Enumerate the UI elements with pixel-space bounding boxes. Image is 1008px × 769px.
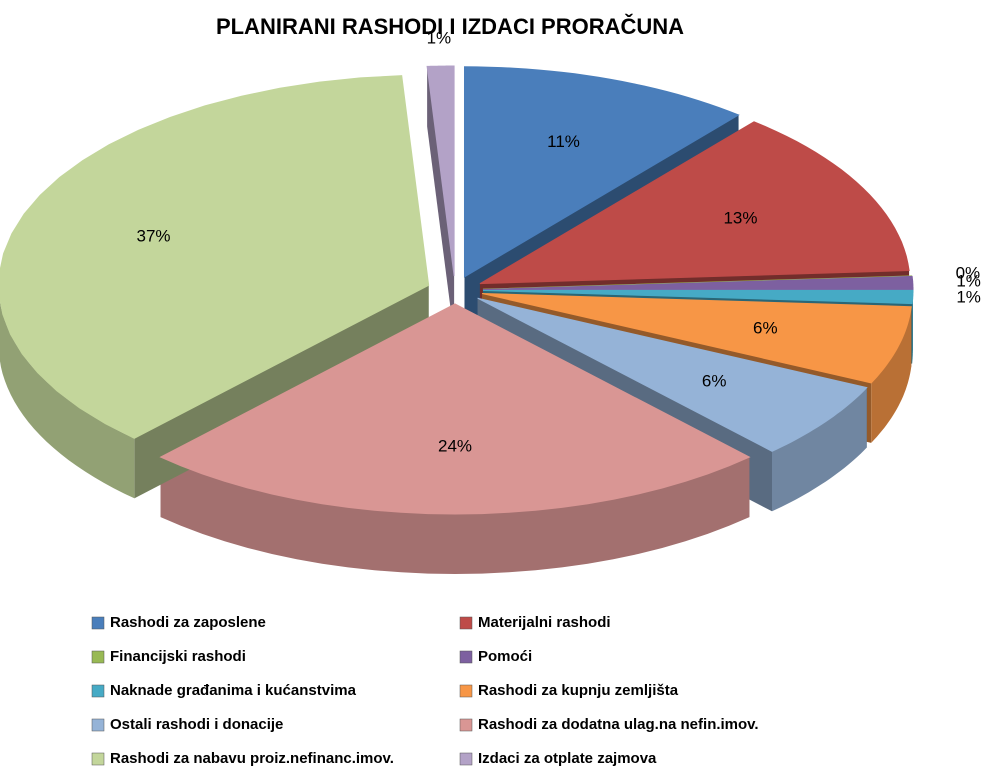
slice-side: [160, 457, 750, 574]
legend-label: Naknade građanima i kućanstvima: [110, 682, 357, 699]
legend-swatch: [91, 684, 105, 698]
legend-swatch: [91, 752, 105, 766]
slice: [426, 65, 455, 277]
slice: [159, 303, 751, 515]
data-label: 37%: [137, 226, 171, 245]
data-label: 1%: [427, 28, 452, 47]
slice-side: [912, 290, 913, 364]
data-label: 1%: [956, 287, 981, 306]
legend-swatch: [459, 650, 473, 664]
data-label: 6%: [753, 318, 778, 337]
legend-label: Rashodi za dodatna ulag.na nefin.imov.: [478, 716, 759, 733]
slice: [482, 289, 914, 305]
slice: [477, 297, 868, 452]
slice: [463, 66, 740, 278]
data-label: 0%: [956, 264, 981, 283]
legend-swatch: [459, 752, 473, 766]
slice: [482, 292, 912, 384]
data-label: 24%: [438, 436, 472, 455]
data-label: 11%: [547, 132, 580, 151]
legend-swatch: [459, 684, 473, 698]
legend-label: Rashodi za kupnju zemljišta: [478, 682, 679, 699]
legend-label: Materijalni rashodi: [478, 614, 611, 631]
legend-label: Financijski rashodi: [110, 648, 246, 665]
pie-labels: 11%13%0%1%1%6%6%24%37%1%: [137, 28, 981, 455]
legend-swatch: [459, 718, 473, 732]
data-label: 6%: [702, 372, 727, 391]
slice-side: [0, 301, 135, 499]
legend-label: Ostali rashodi i donacije: [110, 716, 283, 733]
pie-tops: [0, 65, 914, 515]
legend-swatch: [91, 616, 105, 630]
slice: [482, 275, 914, 291]
slice: [0, 75, 430, 439]
slice: [479, 121, 910, 285]
legend: Rashodi za zaposlene Materijalni rashodi F…: [91, 614, 759, 767]
legend-label: Pomoći: [478, 648, 532, 665]
legend-label: Izdaci za otplate zajmova: [478, 750, 657, 767]
slice-wall: [427, 66, 455, 337]
legend-swatch: [91, 718, 105, 732]
chart-title: PLANIRANI RASHODI I IZDACI PRORAČUNA: [216, 14, 684, 39]
data-label: 1%: [956, 272, 981, 291]
legend-label: Rashodi za nabavu proiz.nefinanc.imov.: [110, 750, 394, 767]
legend-swatch: [91, 650, 105, 664]
legend-swatch: [459, 616, 473, 630]
data-label: 13%: [723, 208, 757, 227]
legend-label: Rashodi za zaposlene: [110, 614, 266, 631]
slice-side: [772, 387, 867, 512]
